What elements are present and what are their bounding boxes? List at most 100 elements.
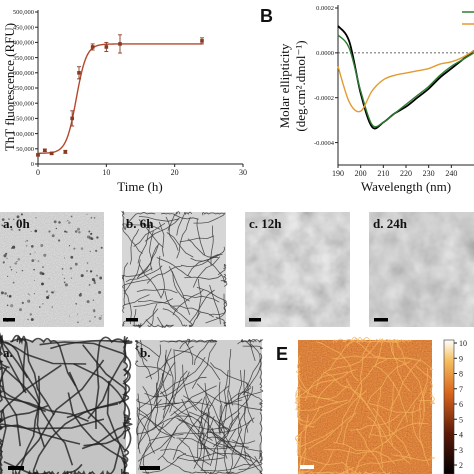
afm-fibril — [345, 378, 382, 437]
particle — [95, 249, 98, 253]
fibril — [207, 430, 252, 462]
fibril — [138, 413, 184, 436]
particle — [89, 270, 93, 273]
tht-x-tick-label: 0 — [36, 168, 40, 177]
fibril — [124, 212, 156, 231]
particle — [16, 215, 20, 219]
fibril — [193, 415, 215, 469]
tht-point — [42, 148, 47, 153]
fibril — [170, 385, 217, 417]
particle — [20, 213, 23, 216]
colorbar-tick-label: 6 — [459, 400, 463, 409]
particle — [73, 247, 76, 250]
fibril — [215, 317, 226, 327]
afm-fibril — [346, 336, 372, 348]
afm-fibril — [368, 386, 382, 439]
particle — [6, 304, 9, 307]
fibril — [173, 305, 214, 318]
afm-fibril — [404, 357, 434, 371]
afm-fibril — [332, 338, 368, 344]
particle — [92, 299, 95, 302]
fibril — [16, 335, 55, 416]
fibril — [161, 373, 168, 419]
particle — [27, 299, 31, 303]
particle — [1, 224, 4, 227]
particle — [63, 281, 66, 284]
particle — [0, 291, 4, 295]
fibril — [147, 303, 158, 328]
fibril — [133, 222, 166, 247]
tht-point — [36, 153, 40, 157]
fibril — [2, 367, 74, 466]
particle — [38, 306, 41, 308]
afm-fibril — [389, 341, 411, 392]
afm-fibril — [392, 454, 435, 462]
micrograph-row2-b-fibrils — [134, 338, 264, 474]
fibril — [210, 427, 219, 474]
particle — [48, 278, 50, 280]
fibril — [157, 413, 190, 461]
colorbar-tick-label: 9 — [459, 354, 463, 363]
particle — [88, 230, 91, 233]
afm-fibril — [374, 365, 408, 422]
fibril — [153, 348, 172, 398]
fibril — [137, 426, 178, 462]
fibril — [179, 438, 212, 474]
panel-letter-e: E — [276, 344, 288, 364]
particle — [34, 229, 38, 233]
cd-y-ticks: 0.0002 0.0000 -0.0002 -0.0004 — [314, 5, 338, 147]
afm-fibril — [393, 357, 426, 412]
fibril — [218, 386, 254, 429]
fibril — [176, 211, 193, 236]
fibril — [142, 386, 152, 433]
particle — [66, 231, 68, 233]
particle — [6, 257, 8, 259]
fibril — [158, 255, 165, 298]
fibril — [196, 218, 206, 256]
afm-fibril — [368, 403, 423, 414]
particle — [10, 228, 13, 231]
fibril — [138, 415, 192, 445]
particle — [43, 253, 47, 257]
particle — [42, 303, 44, 305]
fibril — [136, 288, 178, 294]
particle — [100, 315, 102, 317]
fibril — [201, 212, 225, 216]
afm-fibril — [419, 395, 436, 405]
particle — [21, 269, 24, 272]
tht-y-tick-label: 100,000 — [13, 131, 34, 138]
fibril — [123, 223, 161, 230]
afm-fibril — [335, 390, 367, 443]
fibril — [123, 289, 132, 325]
particle — [85, 269, 89, 273]
afm-fibril — [369, 422, 429, 437]
afm-fibril — [374, 338, 384, 367]
afm-fibril — [296, 399, 310, 423]
afm-fibril — [359, 341, 375, 399]
tht-marker — [36, 153, 40, 157]
afm-fibril — [389, 358, 422, 410]
particle — [33, 279, 35, 281]
afm-fibril — [296, 434, 303, 447]
cd-series-line — [337, 34, 474, 128]
particle — [53, 220, 57, 224]
particle — [77, 227, 80, 231]
cd-x-tick-label: 220 — [400, 169, 412, 178]
fibril — [243, 382, 249, 433]
particle — [91, 277, 95, 282]
fibril — [122, 279, 150, 289]
tht-x-tick-label: 30 — [239, 168, 247, 177]
particle — [78, 293, 82, 297]
fibril — [236, 358, 261, 400]
particle — [58, 221, 61, 224]
colorbar-tick-label: 10 — [459, 339, 467, 348]
fibril — [0, 404, 48, 467]
colorbar-tick-label: 4 — [459, 431, 463, 440]
micrograph-label-24h: d. 24h — [373, 216, 408, 231]
micrograph-12h-image — [245, 212, 350, 327]
afm-fibril — [331, 355, 388, 360]
fibril — [137, 393, 141, 454]
fibril — [133, 298, 174, 308]
afm-fibril — [346, 467, 375, 474]
colorbar-tick-label: 3 — [459, 446, 463, 455]
